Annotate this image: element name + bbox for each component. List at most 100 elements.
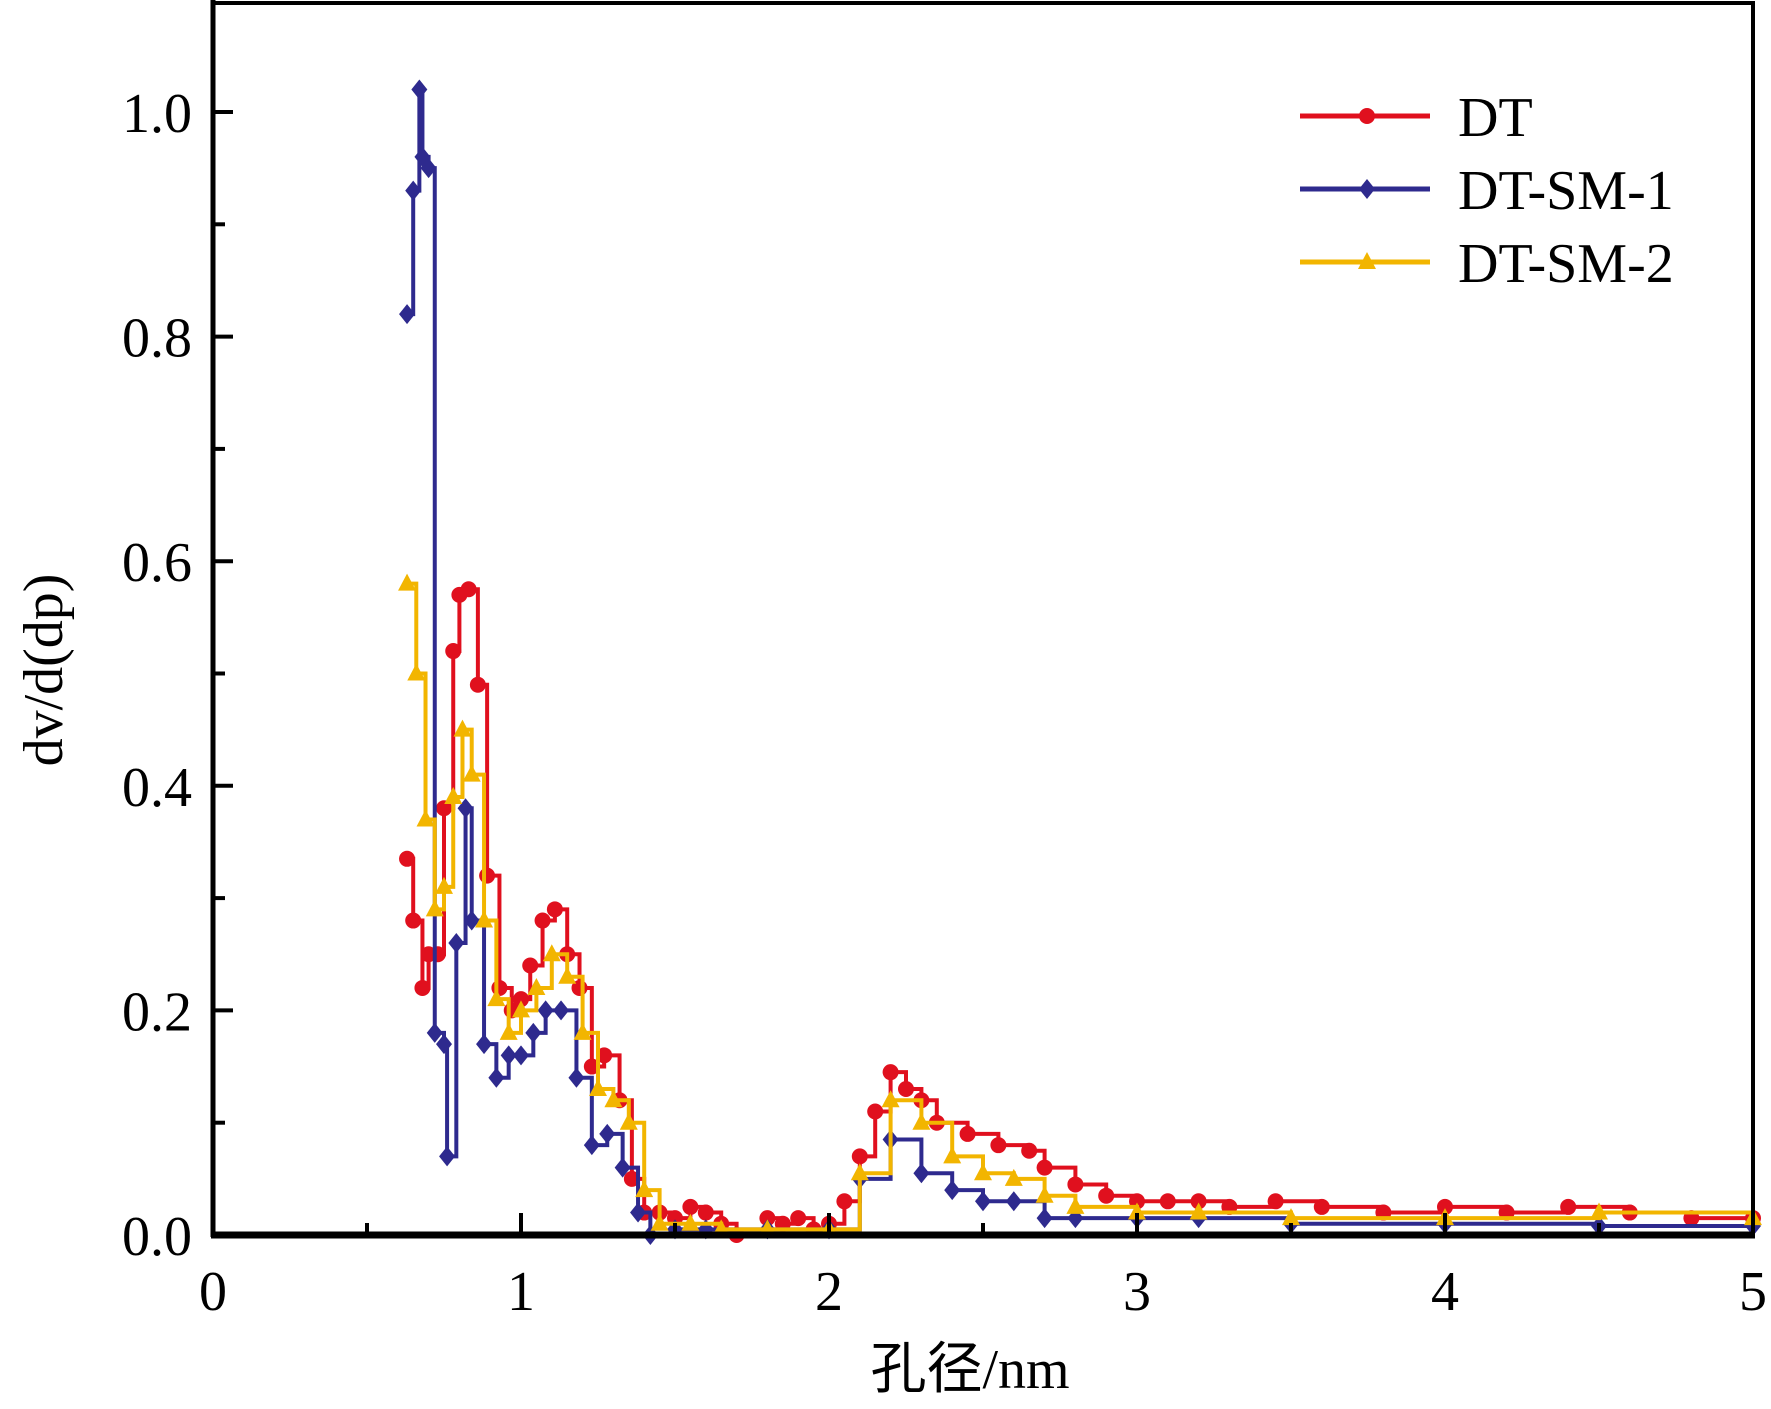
data-point [448,933,465,954]
y-tick-label: 0.8 [122,308,192,370]
legend-marker [1359,108,1375,124]
data-point [851,1148,868,1165]
data-point [912,1112,931,1130]
x-tick-label: 2 [815,1261,843,1323]
y-axis-title: dv/d(dp) [13,574,75,767]
data-point [487,989,506,1007]
data-point [1560,1198,1577,1215]
data-point [439,1146,456,1167]
data-point [469,676,486,693]
data-point [882,1064,899,1081]
legend-marker [1358,252,1376,269]
data-point [1066,1196,1085,1214]
data-point [1159,1193,1176,1210]
data-point [546,901,563,918]
data-point [573,1022,592,1040]
data-point [599,1123,616,1144]
y-tick-label: 1.0 [122,83,192,145]
data-point [426,1022,443,1043]
data-point [1067,1176,1084,1193]
data-point [476,1034,493,1055]
data-point [1189,1202,1208,1220]
data-point [1098,1187,1115,1204]
data-point [1267,1193,1284,1210]
data-point [479,867,496,884]
x-tick-label: 4 [1431,1261,1459,1323]
data-point [416,809,435,827]
data-point [436,1034,452,1055]
data-point [1313,1198,1330,1215]
data-point [405,912,422,929]
data-point [399,304,416,325]
data-point [898,1081,914,1098]
legend-marker [1359,179,1375,199]
data-point [682,1198,699,1215]
data-point [405,180,422,201]
y-tick-label: 0.4 [122,757,192,819]
data-point [836,1193,853,1210]
data-point [425,899,444,917]
data-point [553,1000,570,1021]
data-point [445,643,462,660]
data-point [512,1000,530,1018]
data-point [913,1163,930,1184]
data-point [1282,1208,1300,1226]
data-point [1005,1191,1022,1212]
data-point [453,719,472,737]
data-point [414,979,431,996]
data-point [460,581,477,598]
data-point [867,1103,884,1120]
data-point [534,912,551,929]
y-tick-label: 0.6 [122,532,192,594]
data-point [959,1125,976,1142]
data-point [650,1213,669,1231]
data-point [944,1180,961,1201]
legend: DT DT-SM-1 DT-SM-2 [1300,87,1674,295]
data-point [527,977,546,995]
data-point [1036,1159,1053,1176]
x-tick-label: 1 [507,1261,535,1323]
data-point [990,1137,1007,1154]
data-point [525,1022,542,1043]
data-point [583,1135,600,1156]
data-point [488,1067,505,1088]
data-point [537,1000,554,1021]
data-point [568,1067,585,1088]
data-point [975,1191,991,1212]
data-point [604,1090,623,1108]
data-point [399,850,416,867]
data-point [1004,1168,1023,1186]
data-point [596,1047,613,1064]
data-point [1035,1185,1054,1203]
y-tick-label: 0.2 [122,981,192,1043]
data-point [589,1079,607,1097]
data-point [881,1090,900,1108]
x-tick-label: 0 [199,1261,227,1323]
data-point [463,910,480,931]
data-point [491,979,508,996]
data-point [1128,1202,1146,1220]
x-tick-label: 3 [1123,1261,1151,1323]
data-point [542,944,561,962]
data-point [850,1163,869,1181]
data-point [462,764,481,782]
data-point [475,910,494,928]
data-point [790,1210,807,1227]
data-point [429,946,446,963]
data-point [583,1058,600,1075]
data-point [623,1170,640,1187]
x-axis-title: 孔径/nm [870,1339,1069,1401]
data-point [614,1157,631,1178]
data-point [619,1112,638,1130]
legend-label: DT [1458,87,1533,149]
data-point [411,79,428,100]
data-point [499,1022,518,1040]
data-point [435,876,453,894]
axis-ticks: 0 1 2 3 4 5 0.0 0.2 0.4 0.6 0.8 1.0 [122,83,1767,1323]
series-dt [399,581,1761,1243]
data-point [420,158,437,179]
data-point [635,1180,654,1198]
data-point [1021,1142,1038,1159]
data-point [1036,1208,1053,1229]
